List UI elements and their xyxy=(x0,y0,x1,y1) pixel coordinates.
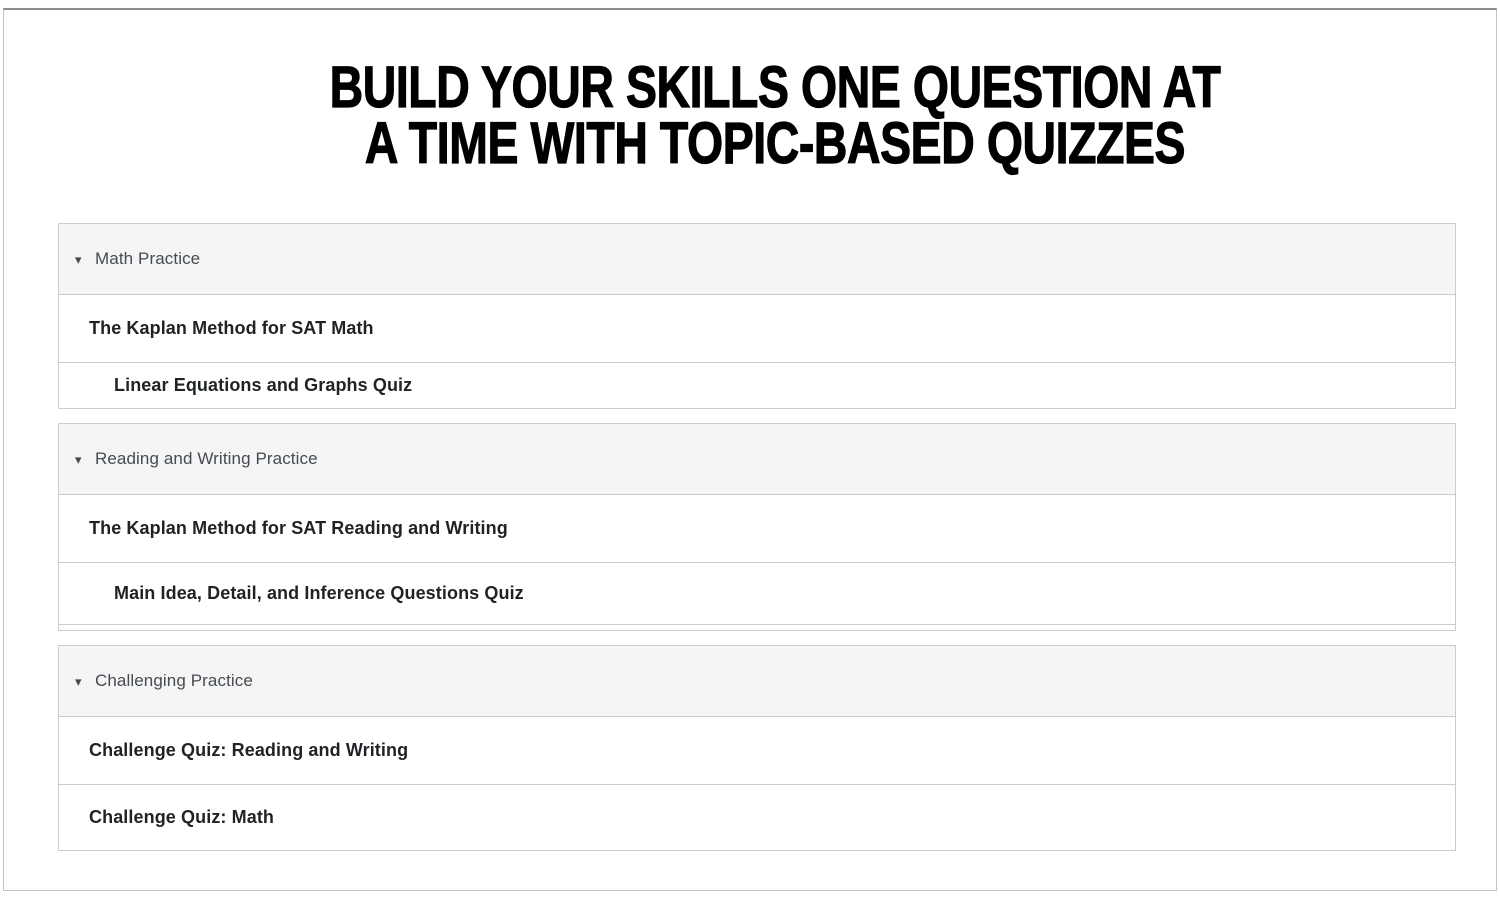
truncated-row-fragment xyxy=(59,624,1455,630)
module-item-challenge-quiz-math[interactable]: Challenge Quiz: Math xyxy=(59,784,1455,850)
module-name: Challenging Practice xyxy=(95,671,253,690)
module-name: Reading and Writing Practice xyxy=(95,449,318,468)
module-name: Math Practice xyxy=(95,249,201,268)
module-challenging-practice: ▾ Challenging Practice Challenge Quiz: R… xyxy=(58,645,1456,851)
collapse-triangle-icon[interactable]: ▾ xyxy=(75,251,82,267)
module-item-label: The Kaplan Method for SAT Reading and Wr… xyxy=(89,518,508,538)
collapse-triangle-icon[interactable]: ▾ xyxy=(75,673,82,689)
module-header-reading-writing-practice[interactable]: ▾ Reading and Writing Practice xyxy=(59,424,1455,494)
module-item-kaplan-method-sat-math[interactable]: The Kaplan Method for SAT Math xyxy=(59,294,1455,362)
module-header-challenging-practice[interactable]: ▾ Challenging Practice xyxy=(59,646,1455,716)
module-item-main-idea-detail-inference-quiz[interactable]: Main Idea, Detail, and Inference Questio… xyxy=(59,562,1455,624)
module-item-linear-equations-quiz[interactable]: Linear Equations and Graphs Quiz xyxy=(59,362,1455,408)
module-item-label: Challenge Quiz: Reading and Writing xyxy=(89,740,409,760)
module-reading-writing-practice: ▾ Reading and Writing Practice The Kapla… xyxy=(58,423,1456,631)
page-title: BUILD YOUR SKILLS ONE QUESTION AT A TIME… xyxy=(29,55,1496,176)
module-item-label: Challenge Quiz: Math xyxy=(89,807,275,827)
screenshot-frame: BUILD YOUR SKILLS ONE QUESTION AT A TIME… xyxy=(3,8,1497,891)
module-item-kaplan-method-sat-reading-writing[interactable]: The Kaplan Method for SAT Reading and Wr… xyxy=(59,494,1455,562)
module-item-label: Main Idea, Detail, and Inference Questio… xyxy=(114,583,524,603)
module-item-label: The Kaplan Method for SAT Math xyxy=(89,318,374,338)
module-math-practice: ▾ Math Practice The Kaplan Method for SA… xyxy=(58,223,1456,409)
module-header-math-practice[interactable]: ▾ Math Practice xyxy=(59,224,1455,294)
collapse-triangle-icon[interactable]: ▾ xyxy=(75,451,82,467)
module-item-label: Linear Equations and Graphs Quiz xyxy=(114,375,413,395)
page-title-line-1: BUILD YOUR SKILLS ONE QUESTION AT xyxy=(329,55,1221,120)
module-item-challenge-quiz-reading-writing[interactable]: Challenge Quiz: Reading and Writing xyxy=(59,716,1455,784)
module-list: ▾ Math Practice The Kaplan Method for SA… xyxy=(58,223,1456,851)
page-title-line-2: A TIME WITH TOPIC-BASED QUIZZES xyxy=(364,111,1186,176)
